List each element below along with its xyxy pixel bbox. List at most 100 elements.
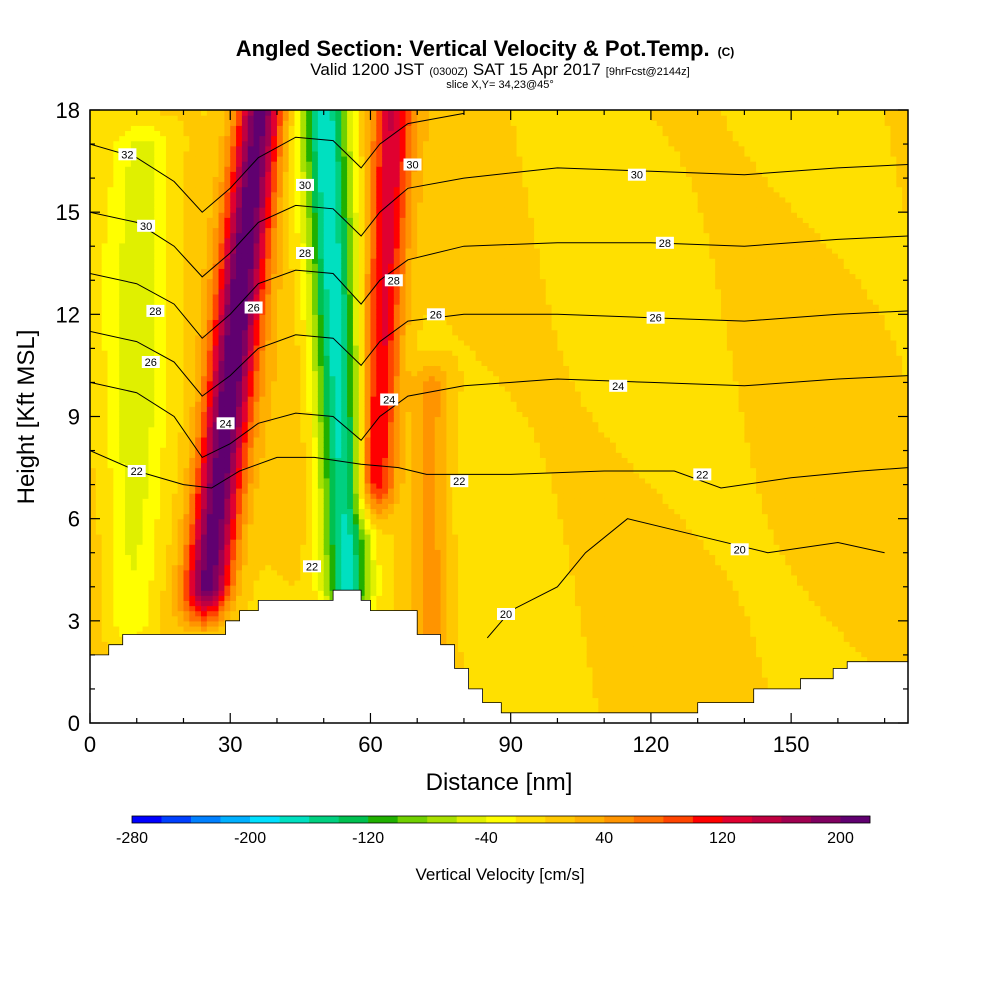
velocity-cell	[101, 227, 109, 234]
velocity-cell	[189, 304, 196, 310]
velocity-cell	[142, 493, 150, 499]
velocity-cell	[189, 201, 196, 208]
velocity-cell	[195, 585, 202, 591]
velocity-cell	[148, 625, 155, 632]
velocity-cell	[300, 207, 307, 213]
velocity-cell	[125, 319, 132, 326]
velocity-cell	[271, 304, 278, 310]
velocity-cell	[165, 518, 173, 525]
velocity-cell	[224, 309, 231, 315]
velocity-cell	[241, 493, 249, 499]
velocity-cell	[218, 227, 225, 234]
velocity-cell	[212, 360, 220, 367]
velocity-cell	[259, 247, 266, 254]
velocity-cell	[236, 493, 243, 499]
velocity-cell	[195, 605, 202, 612]
velocity-cell	[276, 406, 284, 412]
velocity-cell	[294, 171, 301, 178]
velocity-cell	[183, 605, 190, 612]
velocity-cell	[90, 498, 97, 504]
velocity-cell	[165, 186, 173, 193]
velocity-cell	[247, 426, 255, 433]
velocity-cell	[329, 477, 336, 484]
velocity-cell	[323, 176, 331, 183]
velocity-cell	[195, 339, 202, 346]
velocity-cell	[136, 396, 144, 402]
velocity-cell	[329, 579, 336, 586]
velocity-cell	[165, 166, 173, 172]
velocity-cell	[212, 600, 220, 607]
velocity-cell	[212, 130, 220, 137]
velocity-cell	[253, 426, 261, 433]
velocity-cell	[247, 416, 255, 423]
velocity-cell	[247, 462, 255, 469]
velocity-cell	[125, 263, 132, 269]
velocity-cell	[247, 135, 255, 142]
velocity-cell	[259, 533, 266, 540]
figure-title-suffix: (C)	[718, 45, 735, 59]
velocity-cell	[113, 350, 120, 356]
velocity-cell	[218, 436, 225, 443]
velocity-cell	[230, 171, 237, 178]
velocity-cell	[259, 436, 266, 443]
velocity-cell	[247, 258, 255, 264]
velocity-cell	[271, 247, 278, 254]
velocity-cell	[212, 467, 220, 474]
velocity-cell	[224, 125, 231, 132]
velocity-cell	[294, 314, 301, 321]
velocity-cell	[218, 569, 225, 576]
velocity-cell	[119, 528, 126, 535]
velocity-cell	[136, 375, 144, 382]
velocity-cell	[107, 171, 114, 178]
velocity-cell	[265, 533, 272, 540]
velocity-cell	[90, 416, 97, 423]
velocity-cell	[241, 247, 249, 254]
velocity-cell	[294, 401, 301, 407]
velocity-cell	[119, 288, 126, 295]
velocity-cell	[306, 155, 313, 162]
velocity-cell	[323, 452, 331, 458]
velocity-cell	[107, 120, 114, 126]
velocity-cell	[259, 293, 266, 300]
velocity-cell	[312, 299, 319, 305]
velocity-cell	[154, 477, 161, 484]
velocity-cell	[177, 472, 185, 479]
velocity-cell	[212, 421, 220, 428]
velocity-cell	[189, 309, 196, 315]
velocity-cell	[142, 135, 150, 142]
velocity-cell	[113, 559, 120, 566]
velocity-cell	[259, 380, 266, 387]
velocity-cell	[218, 528, 225, 535]
velocity-cell	[323, 447, 331, 453]
velocity-cell	[95, 339, 103, 346]
velocity-cell	[218, 554, 225, 561]
velocity-cell	[265, 237, 272, 244]
velocity-cell	[119, 309, 126, 315]
velocity-cell	[148, 482, 155, 489]
velocity-cell	[300, 554, 307, 561]
velocity-cell	[241, 472, 249, 479]
velocity-cell	[201, 569, 208, 576]
velocity-cell	[259, 396, 266, 402]
velocity-cell	[206, 253, 214, 259]
velocity-cell	[241, 268, 249, 275]
velocity-cell	[317, 452, 325, 458]
velocity-cell	[130, 482, 138, 489]
velocity-cell	[241, 539, 249, 545]
velocity-cell	[276, 523, 284, 530]
velocity-cell	[90, 247, 97, 254]
velocity-cell	[177, 452, 185, 458]
velocity-cell	[165, 472, 173, 479]
velocity-cell	[206, 242, 214, 249]
velocity-cell	[154, 574, 161, 581]
velocity-cell	[288, 436, 296, 443]
velocity-cell	[282, 503, 290, 510]
velocity-cell	[148, 549, 155, 556]
velocity-cell	[294, 370, 301, 377]
velocity-cell	[119, 482, 126, 489]
velocity-cell	[119, 360, 126, 367]
velocity-cell	[323, 401, 331, 407]
velocity-cell	[113, 125, 120, 132]
velocity-cell	[101, 130, 109, 137]
velocity-cell	[265, 406, 272, 412]
